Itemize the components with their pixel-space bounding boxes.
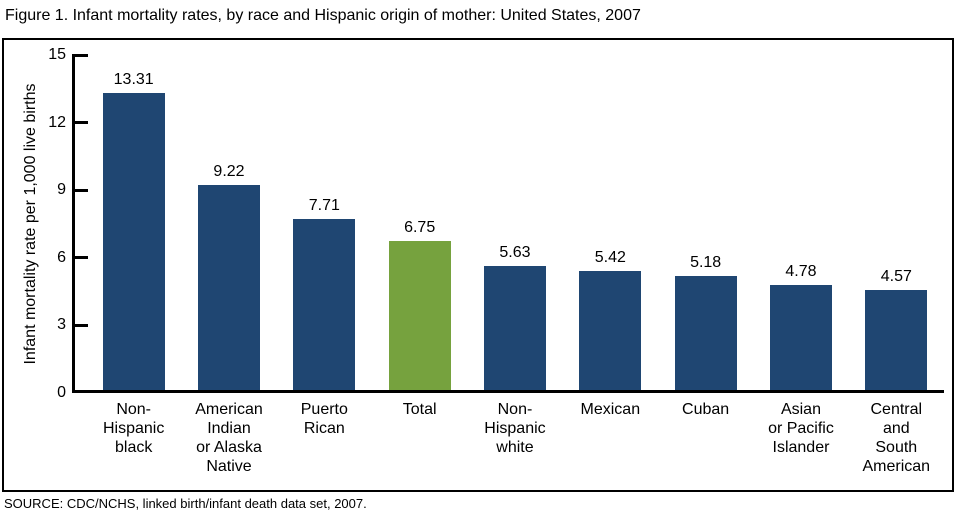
x-category-label: Puerto Rican xyxy=(300,401,348,437)
x-category-label: Non- Hispanic black xyxy=(102,401,165,456)
bar xyxy=(102,93,165,393)
bar-value-label: 4.78 xyxy=(785,263,817,281)
bar-value-label: 13.31 xyxy=(113,71,154,89)
y-tick-mark xyxy=(75,53,88,57)
bar-column: 5.42 xyxy=(563,55,658,393)
source-note: SOURCE: CDC/NCHS, linked birth/infant de… xyxy=(4,496,367,511)
bar-column: 4.78 xyxy=(753,55,848,393)
x-category-label: Cuban xyxy=(682,401,730,418)
bar-column: 9.22 xyxy=(181,55,276,393)
y-tick-label: 3 xyxy=(57,316,66,334)
y-axis-line xyxy=(72,53,75,393)
bar-value-label: 4.57 xyxy=(880,268,912,286)
bar-value-label: 7.71 xyxy=(308,197,340,215)
bar-value-label: 9.22 xyxy=(213,163,245,181)
bar xyxy=(579,270,642,393)
bar xyxy=(769,285,832,393)
x-category-labels: Non- Hispanic black American Indian or Al… xyxy=(86,400,944,476)
y-tick-mark xyxy=(75,323,88,327)
bar xyxy=(293,219,356,393)
y-tick-label: 6 xyxy=(57,248,66,266)
figure-title: Figure 1. Infant mortality rates, by rac… xyxy=(5,7,641,24)
bar-value-label: 5.42 xyxy=(594,248,626,266)
bar xyxy=(388,240,451,393)
x-axis-line xyxy=(72,390,944,393)
chart-frame: Infant mortality rate per 1,000 live bir… xyxy=(2,38,954,492)
bar-column: 13.31 xyxy=(86,55,181,393)
y-tick-mark xyxy=(75,121,88,125)
y-tick-mark xyxy=(75,256,88,260)
bar xyxy=(197,185,260,393)
bar xyxy=(483,266,546,393)
bar-column: 6.75 xyxy=(372,55,467,393)
y-tick-mark xyxy=(75,188,88,192)
y-tick-label: 15 xyxy=(48,46,66,63)
y-tick-label: 9 xyxy=(57,181,66,199)
bar-column: 7.71 xyxy=(277,55,372,393)
y-tick-label: 12 xyxy=(48,113,66,131)
x-category-label: Non- Hispanic white xyxy=(484,401,546,456)
bar-columns: 13.31 9.22 7.71 6.75 5.63 5.42 5.18 4.78… xyxy=(86,55,944,393)
bar-column: 5.18 xyxy=(658,55,753,393)
bar-value-label: 5.63 xyxy=(499,244,531,262)
y-tick-label: 0 xyxy=(57,384,66,401)
bar xyxy=(865,290,928,393)
bar-value-label: 5.18 xyxy=(690,254,722,272)
bar-column: 4.57 xyxy=(849,55,944,393)
bar-column: 5.63 xyxy=(467,55,562,393)
x-category-label: American Indian or Alaska Native xyxy=(195,401,263,475)
x-category-label: Total xyxy=(402,401,437,418)
bar-value-label: 6.75 xyxy=(404,218,436,236)
x-category-label: Central and South American xyxy=(862,401,931,475)
x-category-label: Mexican xyxy=(580,401,641,418)
plot-area: 13.31 9.22 7.71 6.75 5.63 5.42 5.18 4.78… xyxy=(72,53,944,393)
bar xyxy=(674,276,737,393)
x-category-label: Asian or Pacific Islander xyxy=(768,401,834,456)
